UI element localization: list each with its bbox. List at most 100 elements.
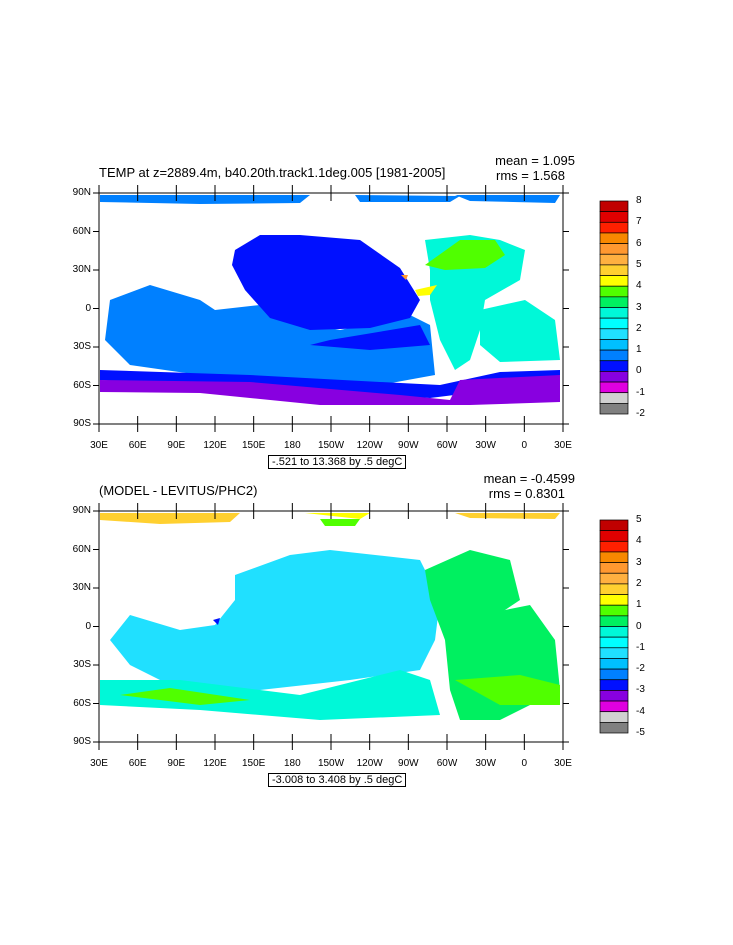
colorbar-box xyxy=(599,679,629,691)
colorbar-label: 4 xyxy=(636,535,642,547)
lon-label: 90E xyxy=(167,440,186,451)
lon-label: 120W xyxy=(356,440,383,451)
lat-label: 0 xyxy=(85,302,91,314)
colorbar-box xyxy=(599,572,629,585)
colorbar-label: -4 xyxy=(636,705,645,717)
colorbar-box xyxy=(599,211,629,223)
contour-fill xyxy=(480,300,560,362)
contour-fill xyxy=(455,675,560,705)
colorbar-label: 3 xyxy=(636,556,642,568)
lon-label: 30E xyxy=(554,758,572,769)
colorbar-label: 7 xyxy=(636,216,642,228)
colorbar-box xyxy=(599,583,629,595)
lon-label: 90W xyxy=(398,440,419,451)
contour-fill xyxy=(401,275,408,280)
colorbar-box xyxy=(599,551,629,563)
lon-label: 180 xyxy=(283,758,301,769)
colorbar-box xyxy=(599,232,629,244)
colorbar-box xyxy=(599,604,629,617)
colorbar-box xyxy=(599,371,629,383)
colorbar-label: 0 xyxy=(636,365,642,377)
colorbar-label: -5 xyxy=(636,727,645,738)
lon-label: 150W xyxy=(317,440,345,451)
colorbar-label: 6 xyxy=(636,237,642,249)
colorbar-label: -2 xyxy=(636,663,645,675)
contour-fill xyxy=(305,513,370,519)
colorbar-box xyxy=(599,253,629,266)
lat-label: 60S xyxy=(73,697,91,709)
contour-info-box: -.521 to 13.368 by .5 degC xyxy=(268,455,407,469)
lon-label: 90E xyxy=(167,758,186,769)
lon-label: 60W xyxy=(436,440,458,451)
contour-fill xyxy=(100,195,310,204)
colorbar-label: 1 xyxy=(636,599,642,611)
lon-label: 60E xyxy=(128,758,147,769)
colorbar-label: 2 xyxy=(636,322,642,334)
lon-label: 150E xyxy=(241,440,266,451)
lat-label: 60N xyxy=(72,543,91,555)
colorbar-box xyxy=(599,296,629,308)
rms-value: rms = 1.568 xyxy=(495,168,565,183)
contour-fill xyxy=(120,688,250,705)
colorbar-label: 2 xyxy=(636,577,642,589)
lon-label: 30E xyxy=(90,758,108,769)
colorbar-box xyxy=(599,562,629,574)
lon-label: 30W xyxy=(475,758,496,769)
map-panel-1 xyxy=(93,185,629,432)
colorbar-label: 3 xyxy=(636,301,642,313)
colorbar-label: 5 xyxy=(636,514,642,525)
colorbar-box xyxy=(599,540,629,553)
colorbar-box xyxy=(599,700,629,713)
colorbar-box xyxy=(599,403,629,415)
colorbar-box xyxy=(599,721,629,734)
contour-fill xyxy=(310,325,430,350)
colorbar-box xyxy=(599,381,629,394)
lat-label: 60N xyxy=(72,225,91,237)
colorbar-box xyxy=(599,392,629,404)
lat-label: 90S xyxy=(73,736,91,747)
contour-fill xyxy=(213,618,220,625)
colorbar-box xyxy=(599,317,629,330)
colorbar-box xyxy=(599,626,629,638)
colorbar-label: -3 xyxy=(636,684,645,696)
lat-label: 30N xyxy=(72,582,91,593)
colorbar-box xyxy=(599,530,629,542)
contour-fill xyxy=(100,670,440,720)
lat-label: 30S xyxy=(73,341,91,352)
plot-title: TEMP at z=2889.4m, b40.20th.track1.1deg.… xyxy=(99,165,446,180)
colorbar-box xyxy=(599,285,629,298)
lat-label: 90N xyxy=(72,187,91,198)
contour-fill xyxy=(415,285,437,296)
contour-fill xyxy=(105,285,435,385)
colorbar-box xyxy=(599,658,629,670)
lon-label: 120E xyxy=(203,758,227,769)
rms-value: rms = 0.8301 xyxy=(488,486,565,501)
contour-fill xyxy=(548,260,552,262)
contour-fill xyxy=(320,519,360,526)
contour-fill xyxy=(100,513,240,524)
colorbar-box xyxy=(599,690,629,702)
colorbar-box xyxy=(599,711,629,723)
colorbar-box xyxy=(599,200,629,212)
colorbar-label: -1 xyxy=(636,386,645,398)
contour-fill xyxy=(425,550,520,690)
lat-label: 90S xyxy=(73,418,91,429)
colorbar-box xyxy=(599,668,629,681)
lon-label: 60E xyxy=(128,440,147,451)
lon-label: 150E xyxy=(241,758,266,769)
lon-label: 60W xyxy=(436,758,458,769)
lat-label: 30S xyxy=(73,659,91,670)
colorbar-box xyxy=(599,636,629,649)
lon-label: 30E xyxy=(90,440,108,451)
colorbar-box xyxy=(599,339,629,351)
colorbar-label: 0 xyxy=(636,620,642,632)
contour-fill xyxy=(355,195,460,202)
mean-value: mean = 1.095 xyxy=(495,153,575,168)
lon-label: 0 xyxy=(521,758,528,769)
lon-label: 30W xyxy=(475,440,496,451)
colorbar-label: -1 xyxy=(636,641,645,653)
map-panel-2 xyxy=(93,503,629,750)
colorbar-box xyxy=(599,275,629,287)
